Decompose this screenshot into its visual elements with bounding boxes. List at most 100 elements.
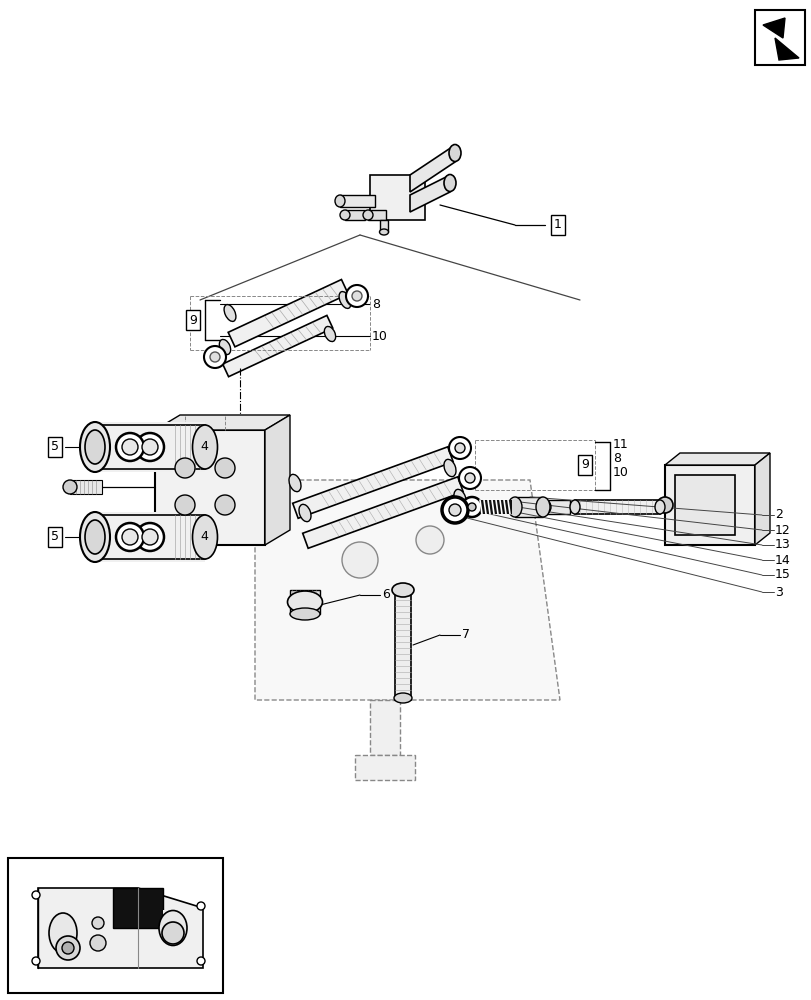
- Text: 5: 5: [51, 440, 59, 454]
- Circle shape: [175, 495, 195, 515]
- Bar: [574, 500, 659, 514]
- Bar: [100, 515, 204, 559]
- Text: 15: 15: [774, 568, 790, 582]
- Ellipse shape: [80, 512, 109, 562]
- Bar: [514, 497, 543, 517]
- Circle shape: [197, 957, 204, 965]
- Circle shape: [92, 917, 104, 929]
- Circle shape: [122, 529, 138, 545]
- Ellipse shape: [448, 144, 461, 161]
- Text: 7: 7: [461, 629, 470, 642]
- Ellipse shape: [290, 608, 320, 620]
- Ellipse shape: [335, 195, 345, 207]
- Circle shape: [122, 439, 138, 455]
- Bar: [380, 220, 388, 232]
- Text: 9: 9: [189, 314, 197, 326]
- Ellipse shape: [508, 497, 521, 517]
- Ellipse shape: [569, 500, 579, 514]
- Circle shape: [116, 523, 144, 551]
- Circle shape: [175, 458, 195, 478]
- Circle shape: [142, 529, 158, 545]
- Bar: [8, 858, 223, 993]
- Bar: [70, 480, 102, 494]
- Bar: [345, 210, 365, 220]
- Circle shape: [135, 433, 164, 461]
- Text: 2: 2: [774, 508, 782, 522]
- Circle shape: [454, 443, 465, 453]
- Polygon shape: [664, 453, 769, 465]
- Ellipse shape: [159, 910, 187, 946]
- Bar: [370, 700, 400, 755]
- Circle shape: [345, 285, 367, 307]
- Circle shape: [458, 467, 480, 489]
- Polygon shape: [222, 315, 333, 377]
- Bar: [95, 512, 204, 562]
- Circle shape: [341, 542, 378, 578]
- Circle shape: [162, 922, 184, 944]
- Circle shape: [62, 942, 74, 954]
- Ellipse shape: [444, 459, 456, 477]
- Circle shape: [448, 504, 461, 516]
- Polygon shape: [754, 453, 769, 545]
- Polygon shape: [155, 415, 290, 430]
- Polygon shape: [303, 477, 462, 548]
- Ellipse shape: [85, 430, 105, 464]
- Bar: [394, 590, 410, 700]
- Ellipse shape: [379, 229, 388, 235]
- Ellipse shape: [289, 474, 301, 492]
- Ellipse shape: [49, 913, 77, 953]
- Circle shape: [56, 936, 80, 960]
- Circle shape: [465, 473, 474, 483]
- Circle shape: [142, 439, 158, 455]
- Text: 4: 4: [200, 530, 208, 544]
- Polygon shape: [762, 18, 784, 38]
- Ellipse shape: [219, 339, 230, 355]
- Bar: [479, 500, 512, 514]
- Ellipse shape: [85, 520, 105, 554]
- Ellipse shape: [192, 425, 217, 469]
- Ellipse shape: [453, 489, 466, 507]
- Circle shape: [210, 352, 220, 362]
- Ellipse shape: [535, 497, 549, 517]
- Ellipse shape: [539, 500, 551, 514]
- Circle shape: [32, 891, 40, 899]
- Bar: [354, 755, 414, 780]
- Bar: [370, 175, 424, 220]
- Text: 14: 14: [774, 554, 790, 566]
- Text: 8: 8: [371, 298, 380, 310]
- Bar: [367, 210, 385, 220]
- Ellipse shape: [340, 210, 350, 220]
- Ellipse shape: [287, 591, 322, 613]
- Ellipse shape: [339, 292, 350, 308]
- Circle shape: [215, 495, 234, 515]
- Circle shape: [351, 291, 362, 301]
- Text: 11: 11: [612, 438, 628, 450]
- Circle shape: [461, 497, 482, 517]
- Bar: [163, 910, 191, 946]
- Text: 10: 10: [371, 330, 388, 342]
- Polygon shape: [410, 145, 454, 192]
- Polygon shape: [255, 480, 560, 700]
- Circle shape: [215, 458, 234, 478]
- Circle shape: [204, 346, 225, 368]
- Bar: [664, 465, 754, 545]
- Polygon shape: [228, 280, 348, 347]
- Ellipse shape: [393, 693, 411, 703]
- Circle shape: [448, 437, 470, 459]
- Text: 3: 3: [774, 585, 782, 598]
- Circle shape: [441, 497, 467, 523]
- Text: 10: 10: [612, 466, 628, 479]
- Ellipse shape: [392, 583, 414, 597]
- Text: 1: 1: [553, 219, 561, 232]
- Circle shape: [32, 957, 40, 965]
- Circle shape: [656, 497, 672, 513]
- Polygon shape: [264, 415, 290, 545]
- Bar: [544, 500, 569, 514]
- Polygon shape: [38, 888, 203, 968]
- Ellipse shape: [444, 174, 456, 192]
- Text: 12: 12: [774, 524, 790, 536]
- Bar: [754, 10, 804, 65]
- Polygon shape: [774, 38, 798, 60]
- Ellipse shape: [80, 422, 109, 472]
- Text: 9: 9: [581, 458, 588, 472]
